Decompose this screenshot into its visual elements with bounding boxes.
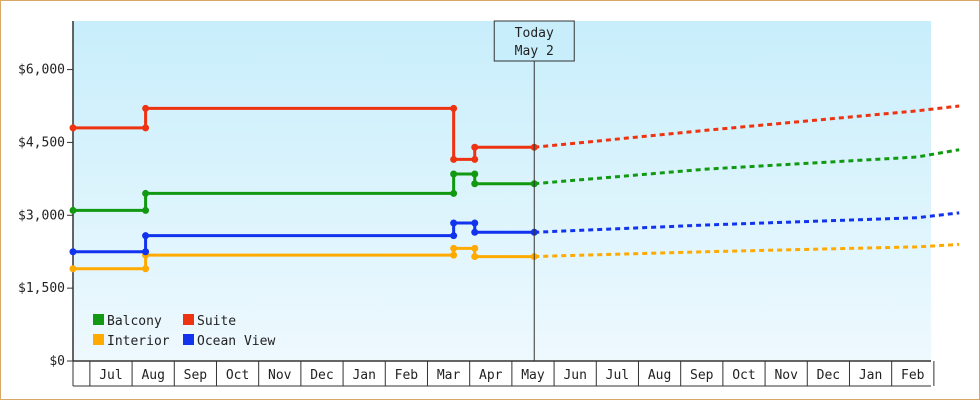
data-point	[142, 104, 150, 112]
legend-label: Ocean View	[197, 334, 275, 349]
data-point	[69, 265, 77, 273]
y-tick-label: $0	[49, 354, 65, 369]
month-label: May	[521, 368, 545, 383]
data-point	[471, 219, 479, 227]
month-label: Oct	[732, 368, 755, 383]
data-point	[471, 244, 479, 252]
data-point	[471, 228, 479, 236]
month-label: Feb	[395, 368, 419, 383]
data-point	[142, 248, 150, 256]
legend-swatch	[93, 334, 104, 345]
series-layer	[69, 104, 960, 273]
month-label: Nov	[774, 368, 798, 383]
data-point	[142, 206, 150, 214]
data-point	[450, 232, 458, 240]
today-date: May 2	[515, 44, 554, 59]
forecast-line-balcony	[534, 148, 960, 186]
month-label: Jul	[99, 368, 122, 383]
data-point	[69, 248, 77, 256]
data-point	[142, 189, 150, 197]
data-point	[450, 155, 458, 163]
data-point	[471, 143, 479, 151]
y-tick-label: $1,500	[18, 281, 65, 296]
month-label: Aug	[141, 368, 164, 383]
today-marker: Today May 2	[493, 20, 575, 361]
forecast-line-interior	[534, 242, 960, 259]
legend-label: Suite	[197, 314, 236, 329]
legend-swatch	[183, 334, 194, 345]
data-point	[450, 189, 458, 197]
month-label: Jan	[352, 368, 375, 383]
data-point	[69, 206, 77, 214]
today-label: Today	[515, 26, 554, 41]
data-point	[69, 124, 77, 132]
data-point	[142, 124, 150, 132]
plot-background	[73, 21, 931, 361]
data-point	[142, 232, 150, 240]
forecast-line-ocean-view	[534, 211, 960, 234]
data-point	[450, 251, 458, 259]
data-point	[471, 180, 479, 188]
y-tick-label: $6,000	[18, 63, 65, 78]
month-label: Mar	[437, 368, 461, 383]
month-label: Dec	[817, 368, 840, 383]
month-label: Nov	[268, 368, 292, 383]
legend: Balcony Suite Interior Ocean View	[93, 314, 275, 349]
data-point	[450, 104, 458, 112]
data-point	[471, 170, 479, 178]
y-axis: $0 $1,500 $3,000 $4,500 $6,000	[18, 21, 74, 369]
legend-label: Interior	[107, 334, 170, 349]
legend-swatch	[93, 314, 104, 325]
data-point	[471, 253, 479, 261]
month-label: Aug	[648, 368, 671, 383]
data-point	[450, 219, 458, 227]
month-label: Jan	[859, 368, 882, 383]
data-point	[450, 170, 458, 178]
today-box	[493, 20, 575, 62]
month-label: Feb	[901, 368, 925, 383]
month-label: Sep	[690, 368, 714, 383]
legend-label: Balcony	[107, 314, 162, 329]
y-tick-label: $4,500	[18, 135, 65, 150]
data-point	[142, 265, 150, 273]
month-label: Jul	[606, 368, 629, 383]
forecast-line-suite	[534, 104, 960, 149]
y-tick-label: $3,000	[18, 208, 65, 223]
legend-swatch	[183, 314, 194, 325]
data-point	[450, 244, 458, 252]
month-label: Oct	[226, 368, 249, 383]
month-label: Apr	[479, 368, 503, 383]
month-label: Jun	[563, 368, 586, 383]
x-axis: Jul Aug Sep Oct Nov Dec Jan Feb Mar Apr May Jun Jul A…	[72, 360, 935, 387]
month-label: Sep	[184, 368, 208, 383]
data-point	[471, 155, 479, 163]
month-label: Dec	[310, 368, 333, 383]
